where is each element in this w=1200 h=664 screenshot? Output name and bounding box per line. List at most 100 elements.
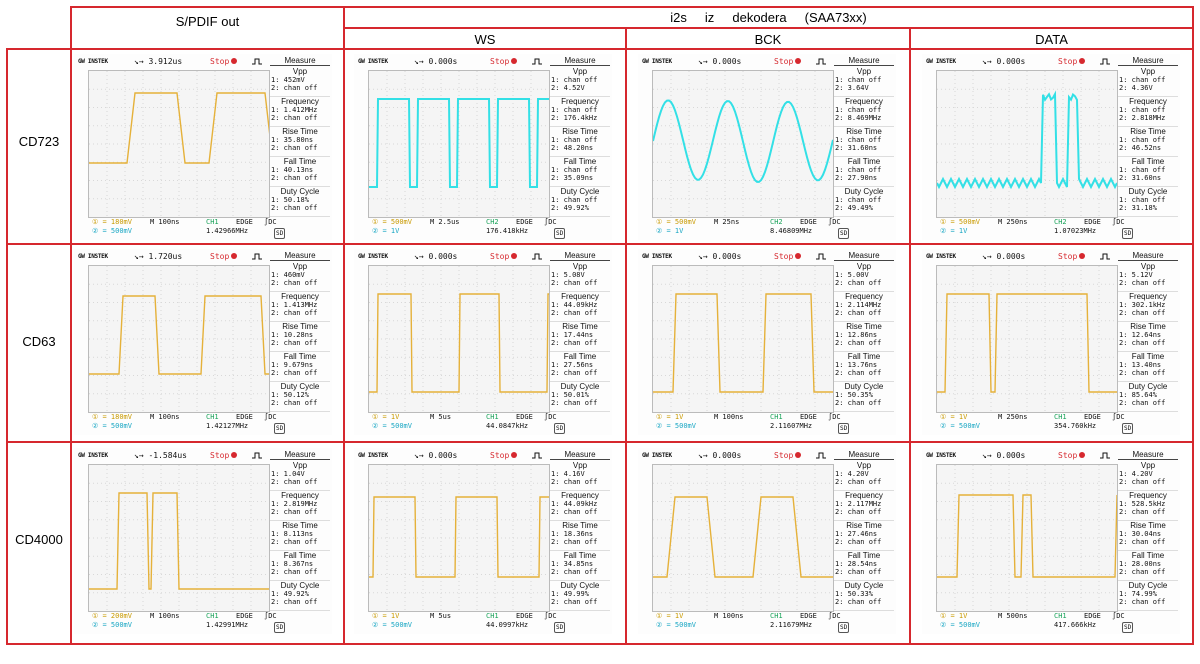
measure-name: Duty Cycle <box>560 581 600 590</box>
measure-name: Fall Time <box>563 157 597 166</box>
measure-value: 1: 452mV <box>271 76 305 84</box>
measure-name: Vpp <box>572 461 588 470</box>
measure-item: Duty Cycle 1: 50.12% 2: chan off <box>270 382 330 412</box>
stop-dot-icon <box>231 253 238 259</box>
measure-title: Measure <box>550 56 610 66</box>
measure-item: Duty Cycle 1: 49.99% 2: chan off <box>550 581 610 611</box>
measure-value: 1: 12.86ns <box>835 331 878 339</box>
coupling: ∫DC <box>1112 413 1125 421</box>
measure-name: Rise Time <box>1130 322 1166 331</box>
trigger-edge-icon <box>252 253 262 260</box>
measure-value: 2: chan off <box>1119 399 1166 407</box>
measure-value: 2: chan off <box>551 598 598 606</box>
trigger-type: EDGE <box>516 612 533 620</box>
measure-name: Duty Cycle <box>280 382 320 391</box>
trigger-type: EDGE <box>1084 218 1101 226</box>
measure-item: Vpp 1: 5.12V 2: chan off <box>1118 262 1178 292</box>
row-label-cd63: CD63 <box>22 334 56 349</box>
ch2-scale: ② = 500mV <box>92 227 132 235</box>
measure-value: 1: 9.679ns <box>271 361 314 369</box>
sd-card-icon: SD <box>274 622 286 633</box>
measure-value: 2: chan off <box>1119 568 1166 576</box>
measure-value: 1: chan off <box>835 106 882 114</box>
trigger-frequency: 8.46809MHz <box>770 227 813 235</box>
ch2-scale: ② = 500mV <box>656 621 696 629</box>
measure-value: 2: chan off <box>551 508 598 516</box>
ch2-scale: ② = 500mV <box>372 621 412 629</box>
stop-dot-icon <box>231 452 238 458</box>
measure-value: 1: 13.40ns <box>1119 361 1162 369</box>
waveform-display <box>88 265 270 413</box>
ch2-scale: ② = 500mV <box>372 422 412 430</box>
trigger-position: ↘→ 0.000s <box>982 451 1026 460</box>
trigger-frequency: 417.666kHz <box>1054 621 1097 629</box>
measure-item: Frequency 1: 528.5kHz 2: chan off <box>1118 491 1178 521</box>
ch1-scale: ① = 1V <box>372 612 400 620</box>
trigger-position: ↘→ 3.912us <box>134 57 183 66</box>
measure-value: 2: 31.18% <box>1119 204 1157 212</box>
measure-item: Rise Time 1: 27.46ns 2: chan off <box>834 521 894 551</box>
header-i2s: i2s iz dekodera (SAA73xx) <box>670 10 867 25</box>
trigger-edge-icon <box>816 253 826 260</box>
coupling: ∫DC <box>264 218 277 226</box>
measure-value: 2: chan off <box>271 204 318 212</box>
measure-name: Duty Cycle <box>1128 581 1168 590</box>
brand-logo: GW INSTEK <box>926 452 956 459</box>
scope-topbar: GW INSTEK ↘→ 0.000s Stop <box>922 54 1132 68</box>
waveform-display <box>88 464 270 612</box>
header-ws: WS <box>474 32 496 47</box>
waveform-plot <box>369 266 549 412</box>
measure-value: 1: 50.01% <box>551 391 589 399</box>
trigger-frequency: 2.11607MHz <box>770 422 813 430</box>
measure-value: 1: 30.04ns <box>1119 530 1162 538</box>
measure-value: 2: 48.20ns <box>551 144 594 152</box>
measure-value: 2: chan off <box>271 598 318 606</box>
measure-name: Vpp <box>856 461 872 470</box>
measure-title: Measure <box>834 251 894 261</box>
trigger-source: CH1 <box>486 612 499 620</box>
measure-value: 1: 17.44ns <box>551 331 594 339</box>
measure-value: 2: chan off <box>551 339 598 347</box>
measure-name: Duty Cycle <box>560 382 600 391</box>
measure-value: 1: 13.76ns <box>835 361 878 369</box>
table-border <box>70 6 1194 8</box>
scope-topbar: GW INSTEK ↘→ 0.000s Stop <box>638 249 848 263</box>
measure-name: Vpp <box>1140 461 1156 470</box>
measure-title: Measure <box>550 450 610 460</box>
waveform-plot <box>937 266 1117 412</box>
measure-value: 1: 44.09kHz <box>551 301 598 309</box>
table-border <box>6 243 1194 245</box>
ch1-scale: ① = 1V <box>372 413 400 421</box>
measure-name: Rise Time <box>1130 127 1166 136</box>
measure-name: Duty Cycle <box>280 581 320 590</box>
waveform-plot <box>937 465 1117 611</box>
measure-value: 2: 46.52ns <box>1119 144 1162 152</box>
measure-value: 1: 74.99% <box>1119 590 1157 598</box>
measure-name: Fall Time <box>283 157 317 166</box>
oscilloscope-screen: GW INSTEK ↘→ 0.000s Stop Measure Vpp 1: chan … <box>638 54 896 240</box>
table-border <box>6 48 1194 50</box>
run-status: Stop <box>774 451 802 460</box>
stop-label: Stop <box>1058 252 1078 261</box>
ch1-scale: ① = 180mV <box>92 413 132 421</box>
measure-panel: Measure Vpp 1: 5.12V 2: chan off Frequency 1:… <box>1118 251 1178 421</box>
stop-label: Stop <box>774 252 794 261</box>
coupling: ∫DC <box>544 612 557 620</box>
measure-value: 2: chan off <box>835 339 882 347</box>
brand-logo: GW INSTEK <box>926 253 956 260</box>
measure-panel: Measure Vpp 1: 4.16V 2: chan off Frequency 1:… <box>550 450 610 620</box>
measure-name: Fall Time <box>563 551 597 560</box>
measure-name: Frequency <box>845 97 883 106</box>
oscilloscope-screen: GW INSTEK ↘→ 0.000s Stop Measure Vpp 1: 4.20V… <box>638 448 896 634</box>
measure-item: Fall Time 1: chan off 2: 31.60ns <box>1118 157 1178 187</box>
run-status: Stop <box>1058 57 1086 66</box>
scope-status-bar: ① = 180mV ② = 500mV M 100ns CH1 EDGE ∫DC 1.421… <box>88 413 328 434</box>
measure-item: Duty Cycle 1: 50.01% 2: chan off <box>550 382 610 412</box>
measure-value: 2: chan off <box>551 399 598 407</box>
measure-name: Frequency <box>561 491 599 500</box>
waveform-display <box>936 464 1118 612</box>
measure-item: Rise Time 1: 35.80ns 2: chan off <box>270 127 330 157</box>
coupling: ∫DC <box>264 612 277 620</box>
measure-item: Rise Time 1: chan off 2: 48.20ns <box>550 127 610 157</box>
